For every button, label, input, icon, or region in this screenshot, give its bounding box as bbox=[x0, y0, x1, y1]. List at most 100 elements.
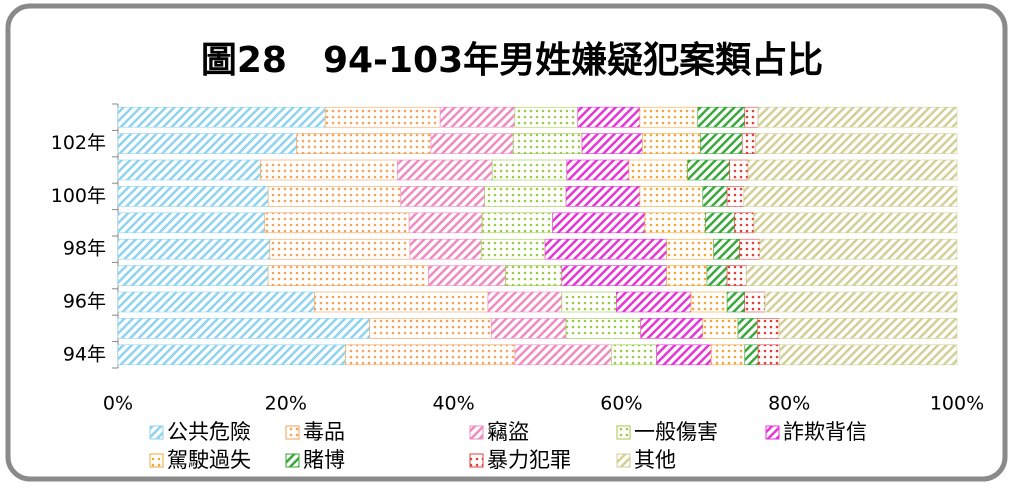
legend-label: 其他 bbox=[634, 448, 676, 472]
bar-segment bbox=[117, 344, 346, 366]
bar-segment bbox=[726, 186, 745, 207]
x-tick-label: 100% bbox=[930, 393, 984, 415]
bar-segment bbox=[397, 159, 493, 181]
bar-segment bbox=[741, 133, 756, 154]
chart-title: 圖28 94-103年男姓嫌疑犯案類占比 bbox=[201, 40, 823, 81]
bar-segment bbox=[117, 318, 370, 339]
bar-segment bbox=[491, 318, 567, 339]
legend-swatch bbox=[149, 453, 164, 468]
legend-swatch bbox=[285, 425, 300, 440]
bar-segment bbox=[666, 238, 714, 260]
bar-segment bbox=[439, 106, 516, 128]
legend-label: 竊盜 bbox=[487, 420, 529, 444]
legend-label: 暴力犯罪 bbox=[487, 448, 571, 472]
legend-swatch bbox=[765, 425, 780, 440]
bar-segment bbox=[267, 265, 429, 286]
y-tick-label: 94年 bbox=[63, 343, 106, 365]
bar-segment bbox=[726, 291, 746, 313]
bar-segment bbox=[779, 344, 958, 366]
legend-swatch bbox=[469, 425, 484, 440]
bar-segment bbox=[577, 106, 641, 128]
bar-segment bbox=[702, 318, 739, 339]
bar-segment bbox=[561, 291, 617, 313]
bar-segment bbox=[747, 159, 958, 181]
bar-segment bbox=[611, 344, 657, 366]
x-tick-label: 0% bbox=[103, 393, 133, 415]
bar-segment bbox=[480, 238, 546, 260]
bar-segment bbox=[656, 344, 712, 366]
bar-segment bbox=[117, 212, 266, 234]
y-tick-label: 100年 bbox=[51, 185, 106, 207]
bar-segment bbox=[755, 133, 958, 154]
y-tick-label: 102年 bbox=[51, 132, 106, 154]
bar-segment bbox=[565, 318, 641, 339]
x-tick-label: 40% bbox=[432, 393, 474, 415]
bar-segment bbox=[744, 106, 759, 128]
bar-segment bbox=[481, 212, 553, 234]
bar-segment bbox=[628, 159, 688, 181]
bar-segment bbox=[369, 318, 492, 339]
bar-segment bbox=[757, 344, 781, 366]
legend-swatch bbox=[469, 453, 484, 468]
bar-segment bbox=[409, 238, 482, 260]
bar-segment bbox=[269, 238, 411, 260]
y-tick-label: 98年 bbox=[63, 238, 106, 260]
bar-segment bbox=[702, 186, 728, 207]
bar-segment bbox=[296, 133, 432, 154]
bar-segment bbox=[561, 265, 668, 286]
bar-segment bbox=[639, 186, 704, 207]
bar-segment bbox=[117, 133, 298, 154]
bar-segment bbox=[713, 238, 740, 260]
bar-segment bbox=[697, 106, 746, 128]
bar-segment bbox=[260, 159, 398, 181]
y-tick-label: 96年 bbox=[63, 291, 106, 313]
legend-label: 一般傷害 bbox=[634, 420, 718, 444]
legend-label: 毒品 bbox=[303, 420, 345, 444]
bar-segment bbox=[729, 159, 749, 181]
bar-segment bbox=[400, 186, 485, 207]
bar-segment bbox=[706, 265, 728, 286]
bar-segment bbox=[324, 106, 441, 128]
legend-swatch bbox=[285, 453, 300, 468]
bar-segment bbox=[734, 212, 755, 234]
bar-segment bbox=[699, 133, 743, 154]
bar-segment bbox=[428, 265, 506, 286]
x-tick-label: 20% bbox=[265, 393, 307, 415]
bar-segment bbox=[117, 106, 326, 128]
bar-segment bbox=[117, 159, 261, 181]
bar-segment bbox=[491, 159, 568, 181]
bar-segment bbox=[616, 291, 692, 313]
bar-segment bbox=[117, 186, 269, 207]
bar-segment bbox=[704, 212, 735, 234]
bar-segment bbox=[743, 186, 958, 207]
bar-segment bbox=[514, 344, 612, 366]
bar-segment bbox=[544, 238, 668, 260]
bar-segment bbox=[757, 318, 780, 339]
bar-segment bbox=[566, 159, 630, 181]
bar-segment bbox=[739, 238, 761, 260]
bar-segment bbox=[345, 344, 516, 366]
bar-segment bbox=[117, 291, 315, 313]
bar-segment bbox=[512, 133, 583, 154]
legend-label: 駕駛過失 bbox=[167, 448, 251, 472]
bar-segment bbox=[430, 133, 514, 154]
bar-segment bbox=[640, 318, 704, 339]
bar-segment bbox=[644, 212, 706, 234]
bar-segment bbox=[514, 106, 579, 128]
legend-label: 公共危險 bbox=[167, 420, 251, 444]
bar-segment bbox=[565, 186, 641, 207]
x-tick-label: 60% bbox=[600, 393, 642, 415]
legend-label: 賭博 bbox=[303, 448, 345, 472]
bar-segment bbox=[759, 238, 958, 260]
bar-segment bbox=[746, 265, 958, 286]
legend-label: 詐欺背信 bbox=[783, 420, 867, 444]
bar-segment bbox=[757, 106, 958, 128]
x-tick-label: 80% bbox=[768, 393, 810, 415]
legend-swatch bbox=[616, 453, 631, 468]
bar-segment bbox=[487, 291, 563, 313]
bar-segment bbox=[744, 291, 766, 313]
bar-segment bbox=[687, 159, 730, 181]
bar-segment bbox=[639, 106, 699, 128]
bar-segment bbox=[484, 186, 567, 207]
